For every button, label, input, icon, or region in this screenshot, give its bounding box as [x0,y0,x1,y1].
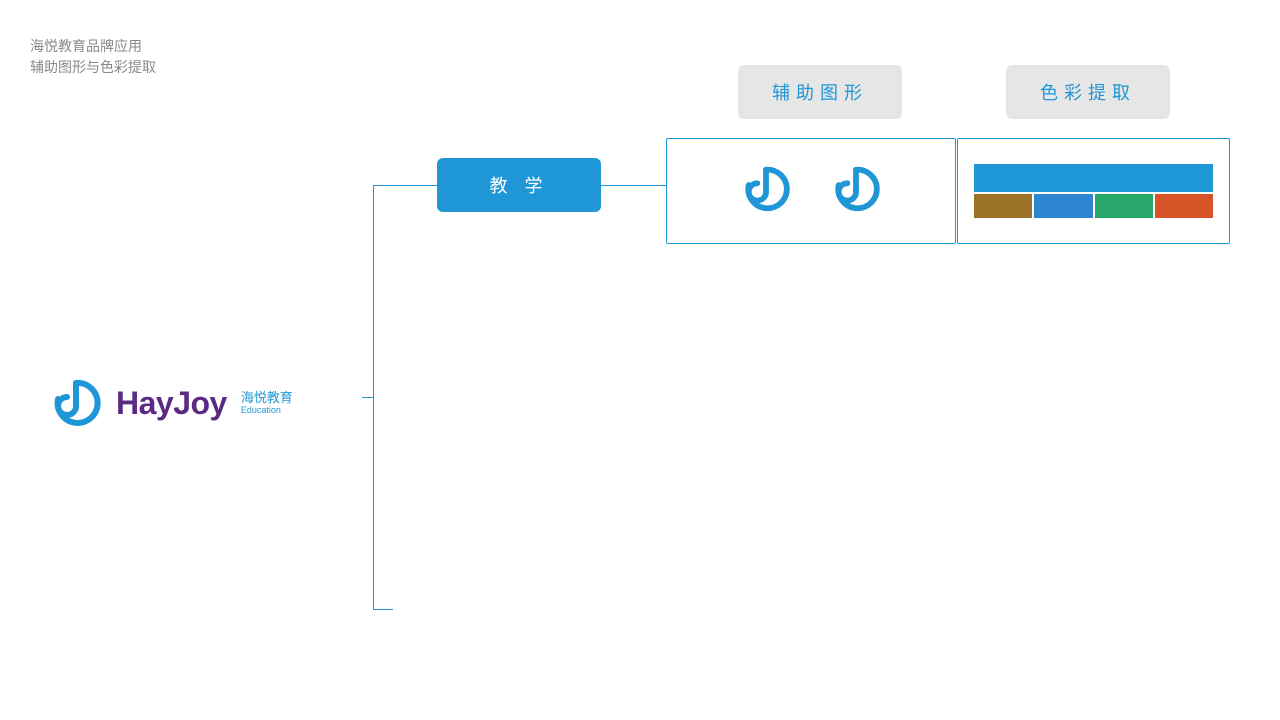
tab-colors-label: 色彩提取 [1040,79,1136,105]
brand-logo-icon [48,375,104,431]
tree-bracket [373,185,393,610]
page-title-line2: 辅助图形与色彩提取 [30,57,156,78]
palette-cell-3 [1095,194,1153,218]
branch-pill-teaching: 教 学 [437,158,601,212]
brand-subtext-en: Education [241,405,293,416]
branch-pill-label: 教 学 [489,172,548,198]
palette-cell-4 [1155,194,1213,218]
palette-primary-bar [974,164,1213,192]
tab-shapes-label: 辅助图形 [772,79,868,105]
brand-wordmark: HayJoy [116,385,227,422]
aux-shape-icon [739,162,793,221]
page-title-block: 海悦教育品牌应用 辅助图形与色彩提取 [30,36,156,78]
brand-subtext: 海悦教育 Education [241,390,293,416]
palette-secondary-row [974,194,1213,218]
connector-left-of-pill [393,185,437,186]
connector-right-of-pill [601,185,666,186]
tab-colors: 色彩提取 [1006,65,1170,119]
page-title-line1: 海悦教育品牌应用 [30,36,156,57]
brand-subtext-cn: 海悦教育 [241,390,293,406]
tab-shapes: 辅助图形 [738,65,902,119]
palette-cell-1 [974,194,1032,218]
tree-bracket-mid-tick [362,397,373,398]
card-color-palette [957,138,1230,244]
brand-logo: HayJoy 海悦教育 Education [48,375,293,431]
aux-shape-icon [829,162,883,221]
card-aux-shapes [666,138,956,244]
palette-cell-2 [1034,194,1092,218]
